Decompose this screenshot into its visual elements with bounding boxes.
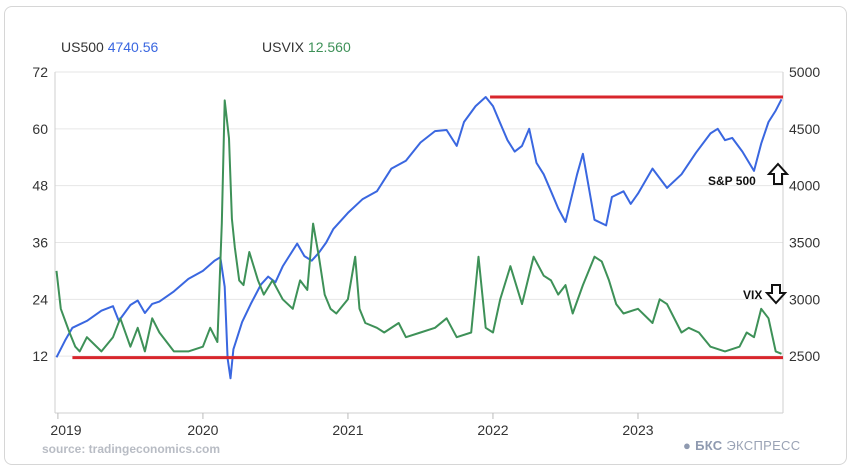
brand-rest: ЭКСПРЕСС — [726, 438, 801, 453]
legend-spx-value: 4740.56 — [107, 39, 159, 55]
y-right-tick-label: 3000 — [789, 291, 820, 307]
annotation-label: VIX — [743, 288, 762, 302]
x-tick-label: 2023 — [622, 422, 653, 438]
x-tick-label: 2022 — [477, 422, 508, 438]
y-left-tick-label: 72 — [32, 64, 48, 80]
x-tick-label: 2021 — [332, 422, 363, 438]
y-right-tick-label: 3500 — [789, 235, 820, 251]
x-tick-label: 2020 — [187, 422, 218, 438]
brand-logo: ● БКС ЭКСПРЕСС — [683, 438, 800, 453]
y-right-tick-label: 2500 — [789, 348, 820, 364]
annotation-label: S&P 500 — [708, 174, 756, 188]
series-line-us500 — [55, 96, 783, 380]
y-left-tick-label: 36 — [32, 235, 48, 251]
arrow-down-icon — [764, 284, 788, 305]
legend-spx[interactable]: US500 4740.56 — [61, 39, 158, 55]
y-right-tick-label: 4500 — [789, 121, 820, 137]
arrow-up-icon — [766, 162, 790, 185]
legend-vix[interactable]: USVIX 12.560 — [262, 39, 351, 55]
x-tick-label: 2019 — [50, 422, 81, 438]
legend-vix-name: USVIX — [262, 39, 305, 55]
y-left-tick-label: 60 — [32, 121, 48, 137]
y-left-tick-label: 24 — [32, 291, 48, 307]
y-right-tick-label: 4000 — [789, 178, 820, 194]
y-right-tick-label: 5000 — [789, 64, 820, 80]
brand-bold: БКС — [695, 438, 723, 453]
brand-icon: ● — [683, 438, 692, 453]
series-line-usvix — [55, 99, 782, 355]
source-note: source: tradingeconomics.com — [42, 442, 221, 456]
legend-spx-name: US500 — [61, 39, 104, 55]
y-left-tick-label: 48 — [32, 178, 48, 194]
legend-vix-value: 12.560 — [307, 39, 351, 55]
y-left-tick-label: 12 — [32, 348, 48, 364]
chart-card — [4, 6, 847, 465]
